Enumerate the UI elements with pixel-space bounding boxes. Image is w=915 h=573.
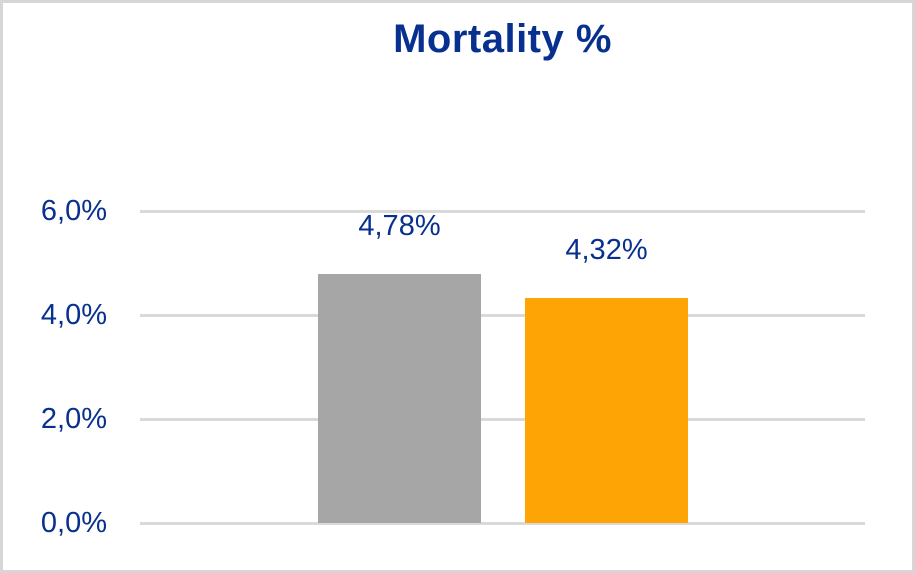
y-tick-label-0: 0,0% [40,507,107,539]
bar-value-label-0: 4,78% [358,210,441,243]
gridline-0 [140,521,865,525]
gridline-2 [140,313,865,317]
y-tick-label-3: 6,0% [40,195,107,227]
y-tick-label-2: 4,0% [40,299,107,331]
gridline-1 [140,417,865,421]
bar-0 [318,274,481,523]
y-tick-label-1: 2,0% [40,403,107,435]
chart-title: Mortality % [393,17,612,61]
gridline-3 [140,209,865,213]
plot-area: 0,0% 2,0% 4,0% 6,0% 4,78% 4,32% [3,3,912,570]
bar-1 [525,298,688,523]
bar-value-label-1: 4,32% [565,234,648,267]
